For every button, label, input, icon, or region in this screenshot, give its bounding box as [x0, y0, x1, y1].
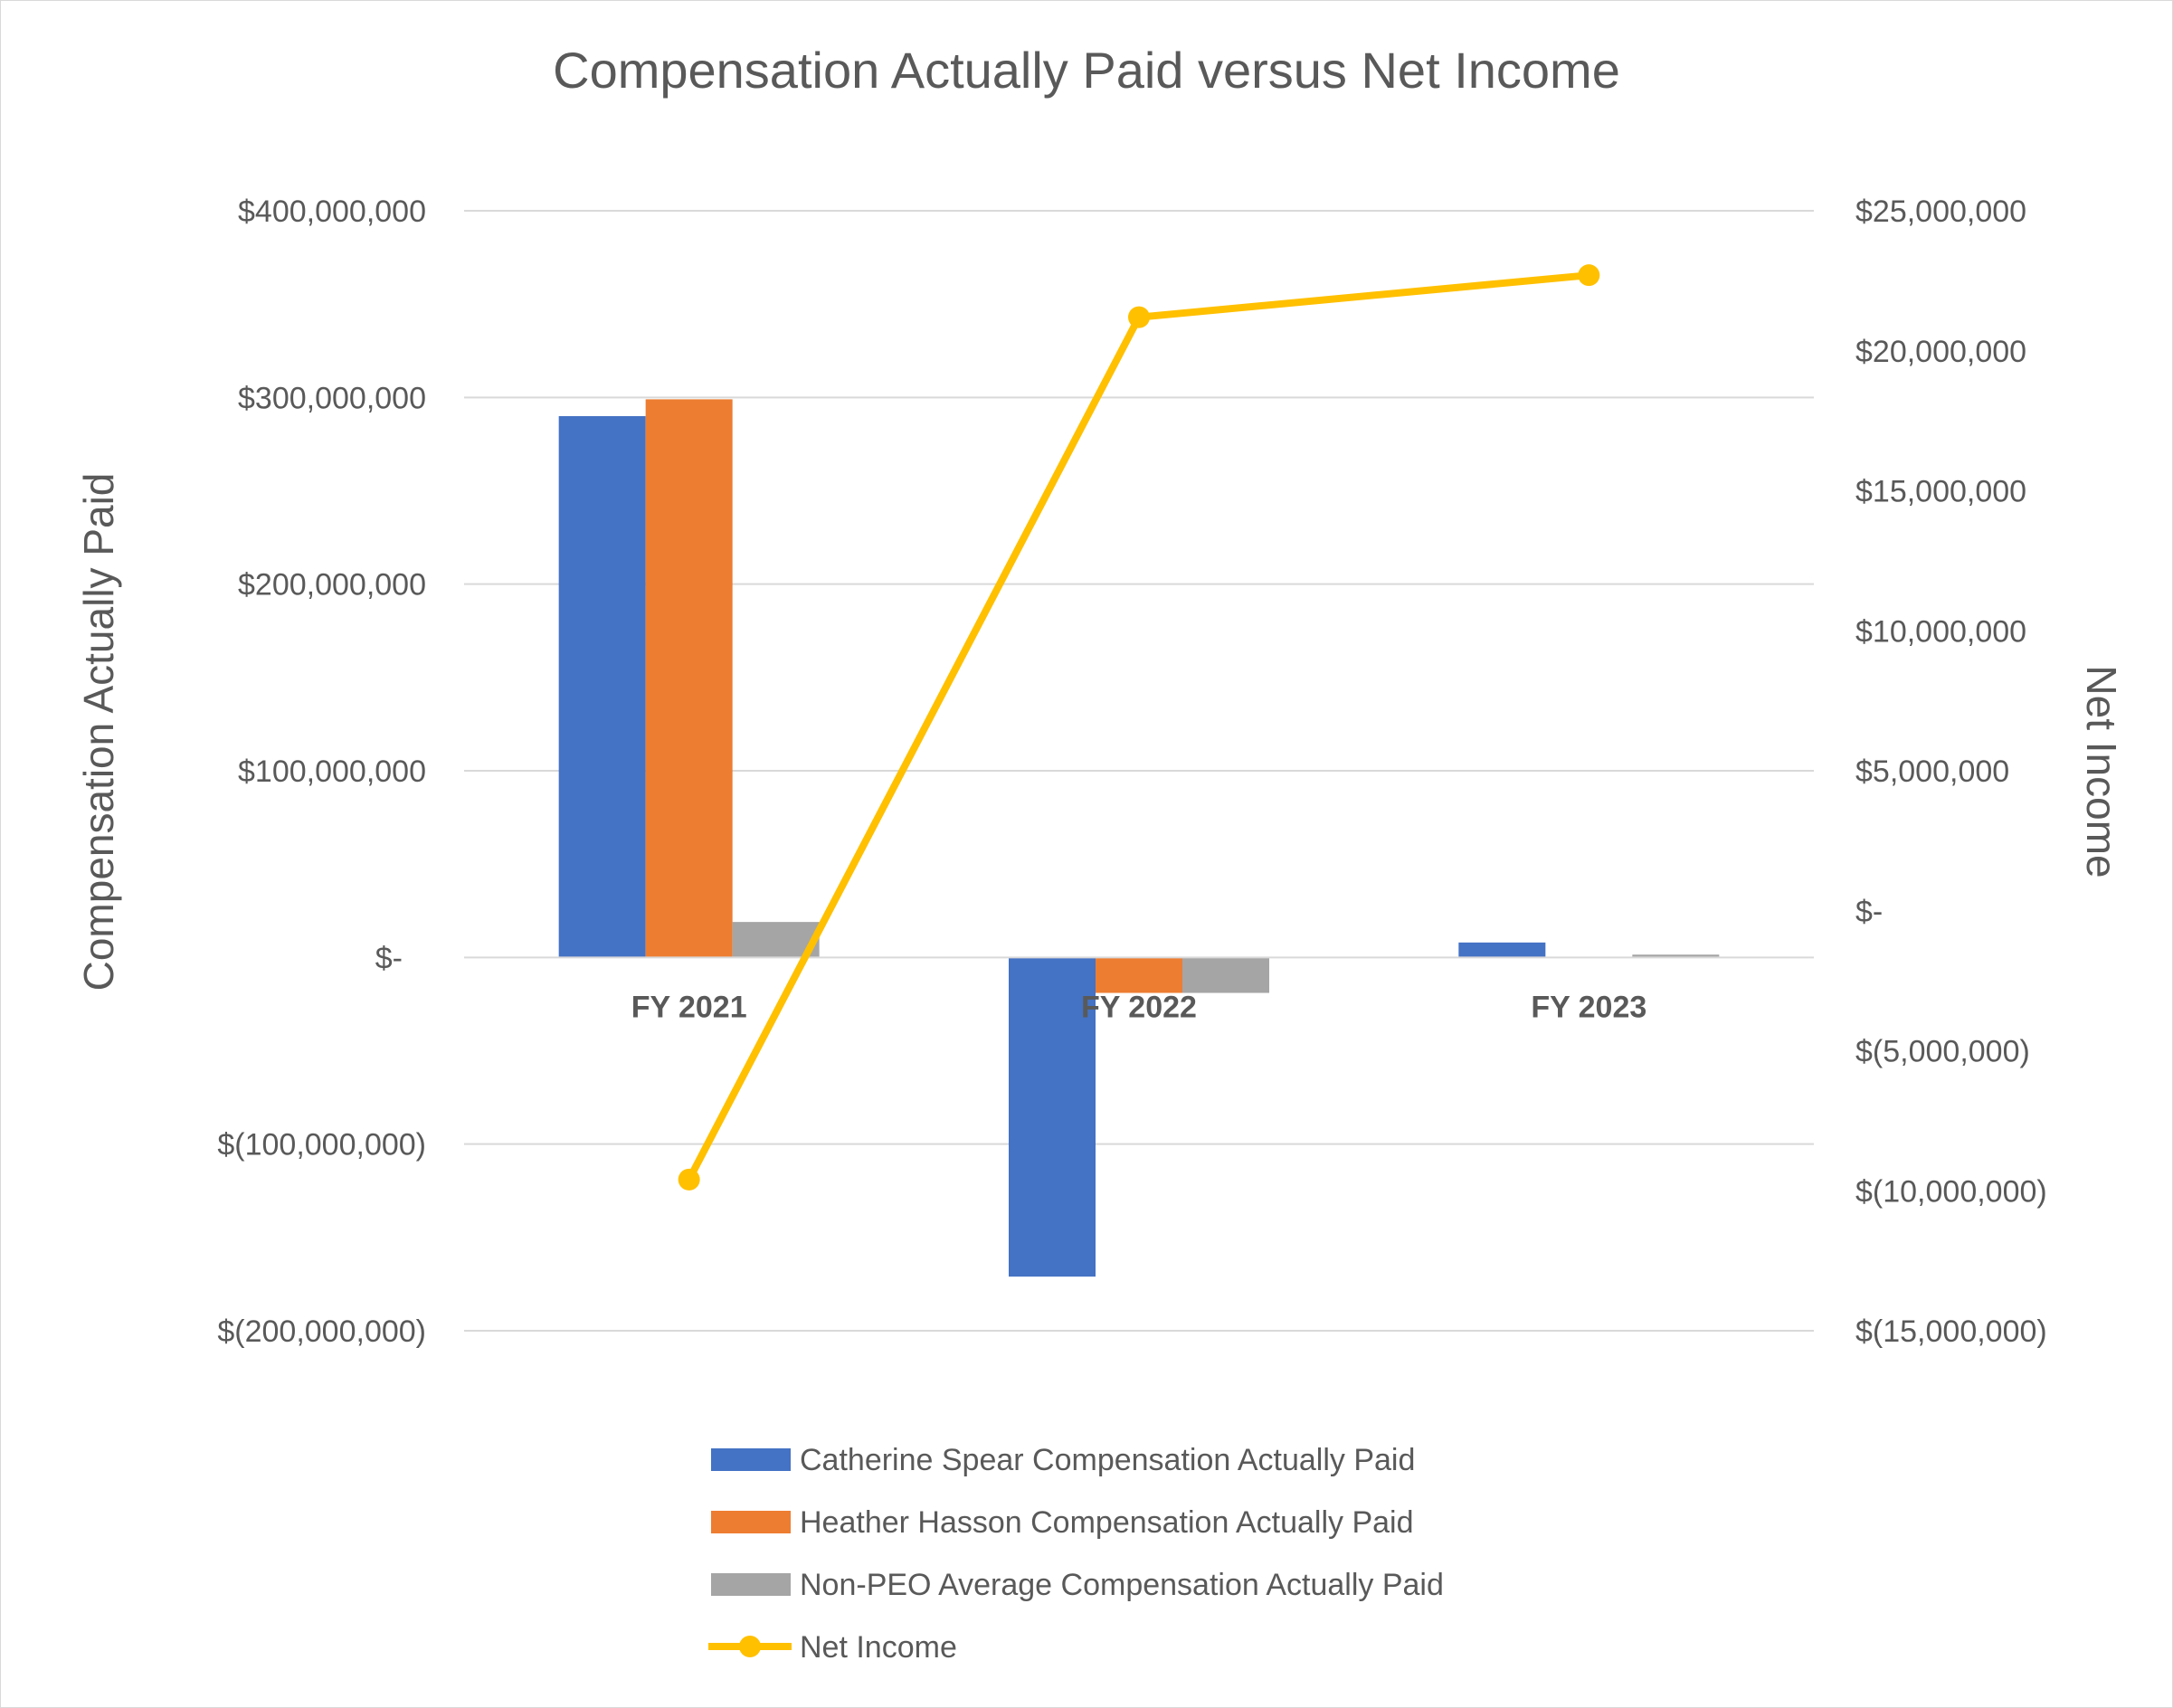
net-income-line [678, 264, 1600, 1191]
legend-swatch [711, 1448, 791, 1471]
y-tick-label: $(200,000,000) [217, 1314, 426, 1349]
category-label: FY 2021 [631, 990, 747, 1024]
y-tick-label: $400,000,000 [238, 195, 426, 229]
bar [645, 399, 733, 958]
category-label: FY 2023 [1531, 990, 1646, 1024]
line-point [1128, 306, 1150, 328]
y2-tick-label: $20,000,000 [1855, 335, 2026, 369]
chart-title: Compensation Actually Paid versus Net In… [553, 42, 1620, 99]
category-labels: FY 2021 FY 2022 FY 2023 [631, 990, 1647, 1024]
y2-axis-ticks: $25,000,000 $20,000,000 $15,000,000 $10,000… [1855, 195, 2047, 1349]
legend-swatch [711, 1511, 791, 1533]
line-point [678, 1168, 700, 1191]
category-label: FY 2022 [1081, 990, 1197, 1024]
legend-label: Catherine Spear Compensation Actually Pa… [800, 1443, 1415, 1477]
y2-tick-label: $15,000,000 [1855, 475, 2026, 509]
legend-label: Non-PEO Average Compensation Actually Pa… [800, 1568, 1444, 1602]
y-tick-label: $(100,000,000) [217, 1128, 426, 1162]
legend-swatch [711, 1573, 791, 1596]
y2-tick-label: $(15,000,000) [1855, 1314, 2047, 1349]
bar [1096, 957, 1182, 993]
bar [558, 415, 646, 958]
legend-swatch-marker [739, 1636, 761, 1657]
y-tick-label: $200,000,000 [238, 568, 426, 603]
y2-tick-label: $- [1855, 895, 1883, 929]
series-line [686, 271, 1589, 1181]
bar [1009, 957, 1096, 1277]
y-axis-ticks: $400,000,000 $300,000,000 $200,000,000 $100… [217, 195, 426, 1349]
y2-tick-label: $25,000,000 [1855, 195, 2026, 229]
bar-series [558, 399, 1720, 1277]
bar [1632, 954, 1720, 958]
y2-tick-label: $5,000,000 [1855, 754, 2009, 789]
y2-tick-label: $10,000,000 [1855, 614, 2026, 649]
y2-tick-label: $(5,000,000) [1855, 1035, 2030, 1069]
legend-label: Net Income [800, 1630, 957, 1665]
bar [1182, 957, 1269, 993]
y-axis-title: Compensation Actually Paid [75, 473, 122, 992]
line-point [1578, 264, 1600, 287]
legend: Catherine Spear Compensation Actually Pa… [708, 1443, 1444, 1665]
y2-tick-label: $(10,000,000) [1855, 1174, 2047, 1209]
y-tick-label: $100,000,000 [238, 754, 426, 789]
y-tick-label: $- [375, 941, 403, 975]
y-tick-label: $300,000,000 [238, 381, 426, 415]
y2-axis-title: Net Income [2078, 665, 2125, 878]
bar [1458, 942, 1546, 958]
legend-label: Heather Hasson Compensation Actually Pai… [800, 1505, 1414, 1540]
